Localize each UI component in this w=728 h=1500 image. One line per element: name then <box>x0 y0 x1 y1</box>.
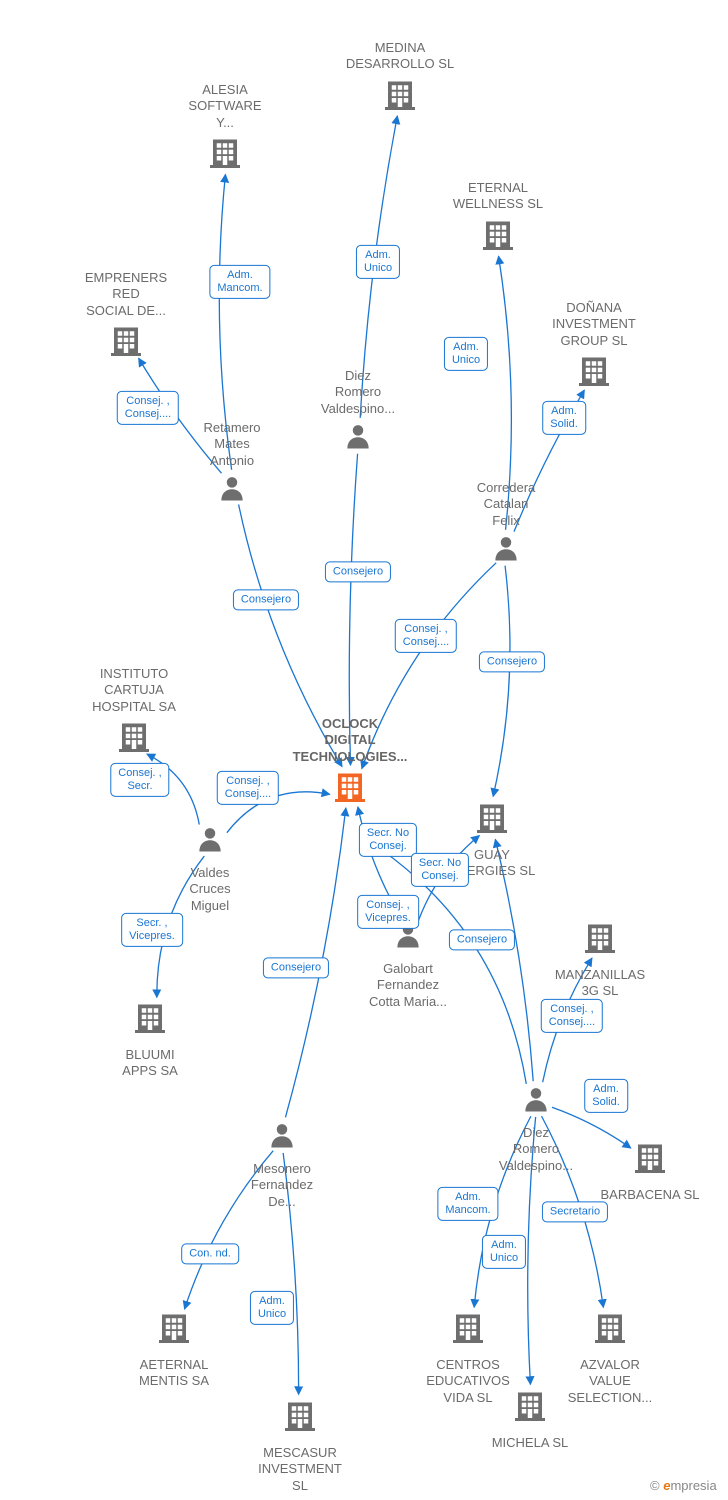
watermark-text: © empresia <box>650 1478 717 1493</box>
edge-mesonero-oclock <box>285 808 345 1117</box>
edge-diez2-michela <box>528 1117 536 1384</box>
edge-mesonero-mescasur <box>283 1153 298 1394</box>
brand-rest: mpresia <box>670 1478 716 1493</box>
edge-valdes-bluumi <box>157 856 204 997</box>
edge-corredera-guay <box>493 566 510 797</box>
edge-corredera-oclock <box>362 563 496 769</box>
edge-diez2-guay <box>495 839 533 1081</box>
edge-diez2-centros <box>474 1116 531 1307</box>
edge-retamero-alesia <box>219 174 231 469</box>
copyright-symbol: © <box>650 1478 663 1493</box>
edge-retamero-empreners <box>139 358 222 473</box>
edge-galobart-guay <box>418 836 479 921</box>
edge-valdes-instituto <box>147 754 199 824</box>
edge-diez1-medina <box>360 116 397 418</box>
edge-valdes-oclock <box>227 792 330 833</box>
edge-diez2-barbacena <box>552 1107 631 1148</box>
edge-corredera-donana <box>514 390 584 532</box>
edge-diez2-oclock <box>372 843 527 1084</box>
edge-diez2-manzan <box>543 958 592 1082</box>
edge-retamero-oclock <box>239 504 342 766</box>
edge-corredera-eternal <box>499 256 512 530</box>
edge-diez2-azvalor <box>542 1116 604 1307</box>
edge-diez1-oclock <box>349 454 357 765</box>
edge-mesonero-aeternal <box>185 1151 274 1309</box>
edge-galobart-oclock <box>358 807 402 918</box>
